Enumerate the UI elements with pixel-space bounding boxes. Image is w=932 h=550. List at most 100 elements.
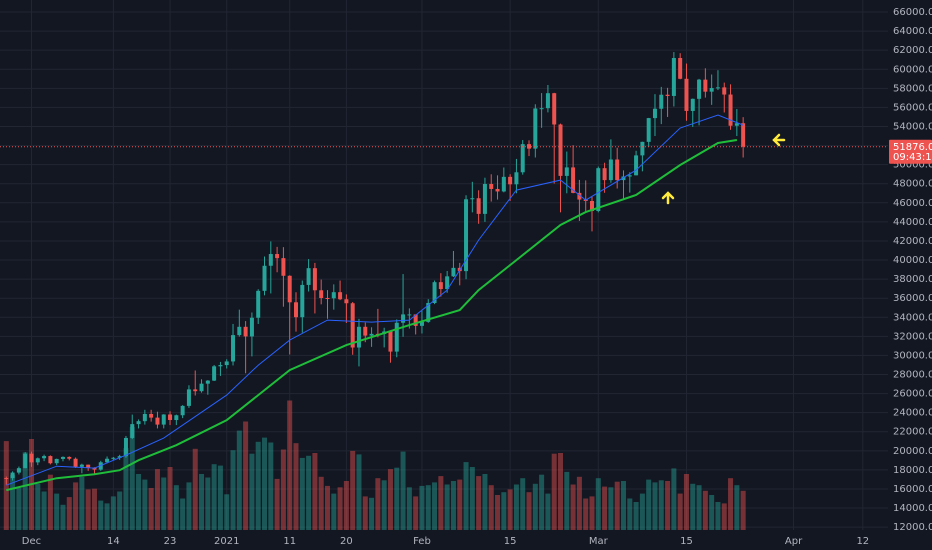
candle-body xyxy=(237,326,242,336)
candle-body xyxy=(728,94,733,126)
candle-body xyxy=(344,299,349,304)
volume-bar xyxy=(375,478,381,530)
volume-bar xyxy=(526,492,532,530)
y-tick-label: 22000.0 xyxy=(893,427,932,438)
candle-body xyxy=(212,366,217,381)
volume-bar xyxy=(337,487,343,530)
volume-bar xyxy=(192,448,198,530)
candle-body xyxy=(86,464,91,468)
candle-body xyxy=(489,184,494,189)
candle-body xyxy=(79,464,84,467)
candle-body xyxy=(161,414,166,425)
candle-body xyxy=(60,456,65,459)
volume-bar xyxy=(602,486,608,530)
candle-body xyxy=(495,188,500,192)
candle-body xyxy=(67,456,72,459)
candle-body xyxy=(659,94,664,109)
volume-bar xyxy=(463,462,469,530)
volume-bar xyxy=(608,487,614,530)
candle-body xyxy=(665,94,670,96)
candle-body xyxy=(432,282,437,303)
y-tick-label: 62000.0 xyxy=(893,45,932,56)
volume-bar xyxy=(136,474,142,530)
y-tick-label: 14000.0 xyxy=(893,503,932,514)
volume-bar xyxy=(98,500,104,530)
volume-bar xyxy=(576,476,582,530)
candle-body xyxy=(287,275,292,303)
volume-bar xyxy=(583,498,589,530)
candle-body xyxy=(168,414,173,421)
volume-bar xyxy=(41,491,47,530)
x-tick-label: Mar xyxy=(589,536,609,547)
candle-body xyxy=(571,167,576,193)
volume-bar xyxy=(173,485,179,530)
y-tick-label: 38000.0 xyxy=(893,274,932,285)
volume-bar xyxy=(520,478,526,530)
volume-bar xyxy=(236,430,242,530)
candle-body xyxy=(470,198,475,200)
volume-bar xyxy=(318,476,324,530)
x-tick-label: Apr xyxy=(785,536,803,547)
volume-bar xyxy=(110,496,116,530)
volume-bar xyxy=(60,504,66,530)
volume-bar xyxy=(595,478,601,530)
volume-bar xyxy=(211,464,217,530)
y-tick-label: 60000.0 xyxy=(893,64,932,75)
y-tick-label: 46000.0 xyxy=(893,198,932,209)
x-tick-label: 15 xyxy=(504,536,517,547)
volume-bar xyxy=(287,400,293,530)
y-tick-label: 54000.0 xyxy=(893,121,932,132)
volume-bar xyxy=(54,493,60,530)
volume-bar xyxy=(148,488,154,530)
moving-average-line xyxy=(6,139,738,492)
candle-body xyxy=(401,314,406,323)
candle-body xyxy=(149,414,154,418)
candle-body xyxy=(48,456,53,464)
volume-pane xyxy=(3,400,746,530)
candle-body xyxy=(558,124,563,176)
candle-body xyxy=(552,93,557,125)
volume-bar xyxy=(299,457,305,530)
moving-average-line xyxy=(6,114,744,486)
candle-body xyxy=(741,123,746,147)
volume-bar xyxy=(683,474,689,530)
axes: 12000.0 14000.0 16000.0 18000.0 20000.0 22000… xyxy=(0,7,932,547)
candle-body xyxy=(445,276,450,290)
candle-body xyxy=(596,168,601,212)
volume-bar xyxy=(324,485,330,530)
volume-bar xyxy=(406,487,412,530)
x-tick-label: Feb xyxy=(413,536,431,547)
volume-bar xyxy=(457,479,463,530)
volume-bar xyxy=(419,485,425,530)
candle-body xyxy=(640,141,645,156)
candle-body xyxy=(54,458,59,464)
candle-body xyxy=(231,335,236,362)
volume-bar xyxy=(243,421,249,530)
volume-bar xyxy=(381,480,387,530)
candle-body xyxy=(199,383,204,392)
volume-bar xyxy=(180,498,186,530)
countdown-label: 09:43:13 xyxy=(893,152,932,163)
volume-bar xyxy=(413,496,419,530)
candle-body xyxy=(608,159,613,181)
volume-bar xyxy=(306,455,312,530)
volume-bar xyxy=(495,495,501,530)
volume-bar xyxy=(274,478,280,530)
volume-bar xyxy=(539,474,545,530)
candle-body xyxy=(105,458,110,463)
x-tick-label: 12 xyxy=(856,536,869,547)
y-tick-label: 20000.0 xyxy=(893,446,932,457)
volume-bar xyxy=(104,503,110,530)
volume-bar xyxy=(620,481,626,530)
volume-bar xyxy=(432,482,438,530)
y-tick-label: 26000.0 xyxy=(893,389,932,400)
candle-body xyxy=(501,176,506,192)
candle-body xyxy=(533,108,538,149)
volume-bar xyxy=(639,493,645,530)
volume-bar xyxy=(633,502,639,530)
candle-body xyxy=(413,314,418,326)
volume-bar xyxy=(570,484,576,530)
candle-body xyxy=(155,417,160,425)
candle-body xyxy=(205,380,210,384)
volume-bar xyxy=(350,450,356,530)
